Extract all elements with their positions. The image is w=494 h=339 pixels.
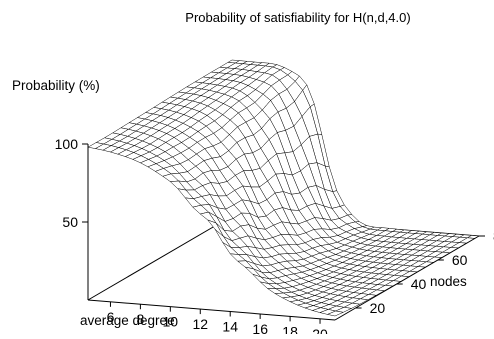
z-tick-label: 100: [55, 136, 79, 152]
x-axis-label: average degree: [80, 313, 175, 328]
y-axis-label: nodes: [430, 274, 467, 289]
x-tick-label: 18: [282, 323, 298, 334]
x-base-axis: [87, 299, 336, 321]
x-tick-label: 16: [252, 321, 268, 334]
x-tick-label: 20: [312, 326, 328, 334]
left-base-edge: [87, 215, 233, 301]
z-axis-label: Probability (%): [12, 78, 100, 93]
x-tick-label: 10: [163, 314, 179, 330]
y-tick-label: 60: [452, 252, 468, 268]
y-base-axis: [334, 235, 480, 321]
x-tick-label: 14: [222, 319, 238, 335]
x-tick-label: 12: [193, 316, 209, 332]
x-tick-label: 8: [137, 311, 145, 327]
chart-title: Probability of satisfiability for H(n,d,…: [185, 10, 410, 25]
surface-cell: [327, 310, 344, 317]
x-tick-label: 6: [107, 309, 115, 325]
y-tick-label: 20: [370, 300, 386, 316]
z-tick-label: 50: [62, 214, 78, 230]
y-tick-label: 40: [411, 276, 427, 292]
